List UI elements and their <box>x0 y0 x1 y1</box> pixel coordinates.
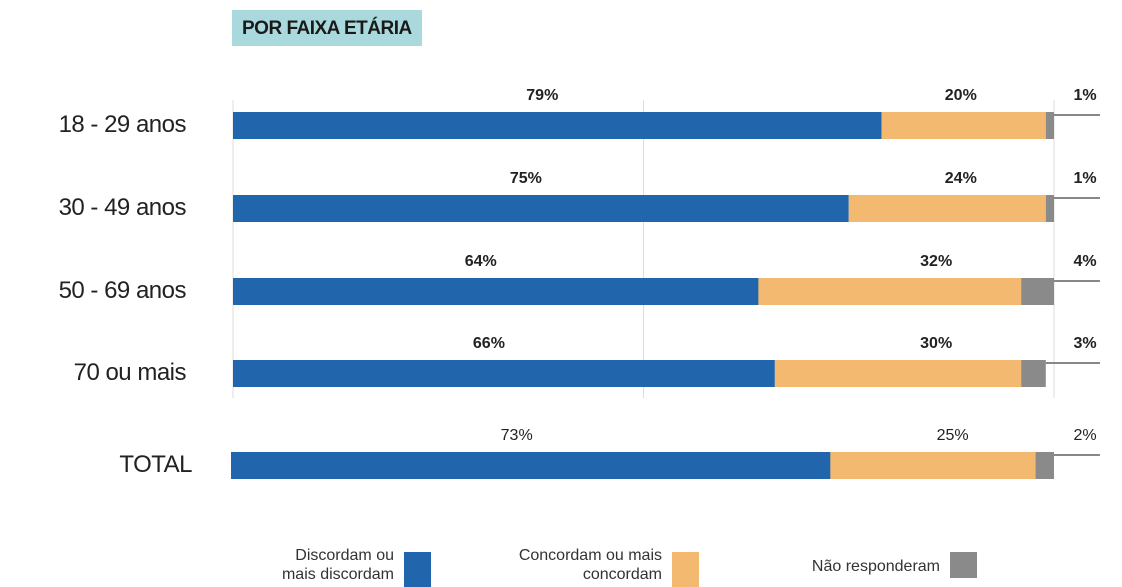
category-label: 18 - 29 anos <box>59 111 187 138</box>
value-label: 4% <box>1073 253 1096 270</box>
legend-swatch <box>404 552 431 587</box>
chart-title: POR FAIXA ETÁRIA <box>232 10 422 46</box>
bar-segment <box>1045 112 1054 139</box>
legend-label: Discordam ou mais discordam <box>281 547 394 583</box>
value-label: 32% <box>920 253 952 270</box>
category-label: 30 - 49 anos <box>59 194 187 221</box>
bar-segment <box>848 195 1046 222</box>
bar-segment <box>774 360 1022 387</box>
value-label: 25% <box>937 427 969 444</box>
legend-swatch <box>950 552 977 578</box>
value-label: 64% <box>465 253 497 270</box>
legend-label: Concordam ou mais concordam <box>518 547 662 583</box>
legend-swatch <box>672 552 699 587</box>
category-label: 70 ou mais <box>74 359 187 386</box>
bar-segment <box>881 112 1046 139</box>
bar-segment <box>1035 452 1054 479</box>
value-label: 3% <box>1073 335 1096 352</box>
bar-segment <box>233 195 849 222</box>
value-label: 2% <box>1073 427 1096 444</box>
bar-segment <box>231 452 833 479</box>
value-label: 66% <box>473 335 505 352</box>
category-label: 50 - 69 anos <box>59 277 187 304</box>
value-label: 30% <box>920 335 952 352</box>
value-label: 75% <box>510 170 542 187</box>
bar-segment <box>233 112 882 139</box>
category-label: TOTAL <box>119 451 192 478</box>
bar-segment <box>1021 278 1054 305</box>
value-label: 1% <box>1073 87 1096 104</box>
bar-segment <box>233 278 759 305</box>
value-label: 1% <box>1073 170 1096 187</box>
value-label: 79% <box>526 87 558 104</box>
value-label: 73% <box>501 427 533 444</box>
bar-segment <box>758 278 1022 305</box>
bar-segment <box>233 360 775 387</box>
bar-segment <box>1021 360 1046 387</box>
bar-segment <box>830 452 1038 479</box>
value-label: 24% <box>945 170 977 187</box>
value-label: 20% <box>945 87 977 104</box>
legend-label: Não responderam <box>811 558 940 575</box>
bar-segment <box>1045 195 1054 222</box>
